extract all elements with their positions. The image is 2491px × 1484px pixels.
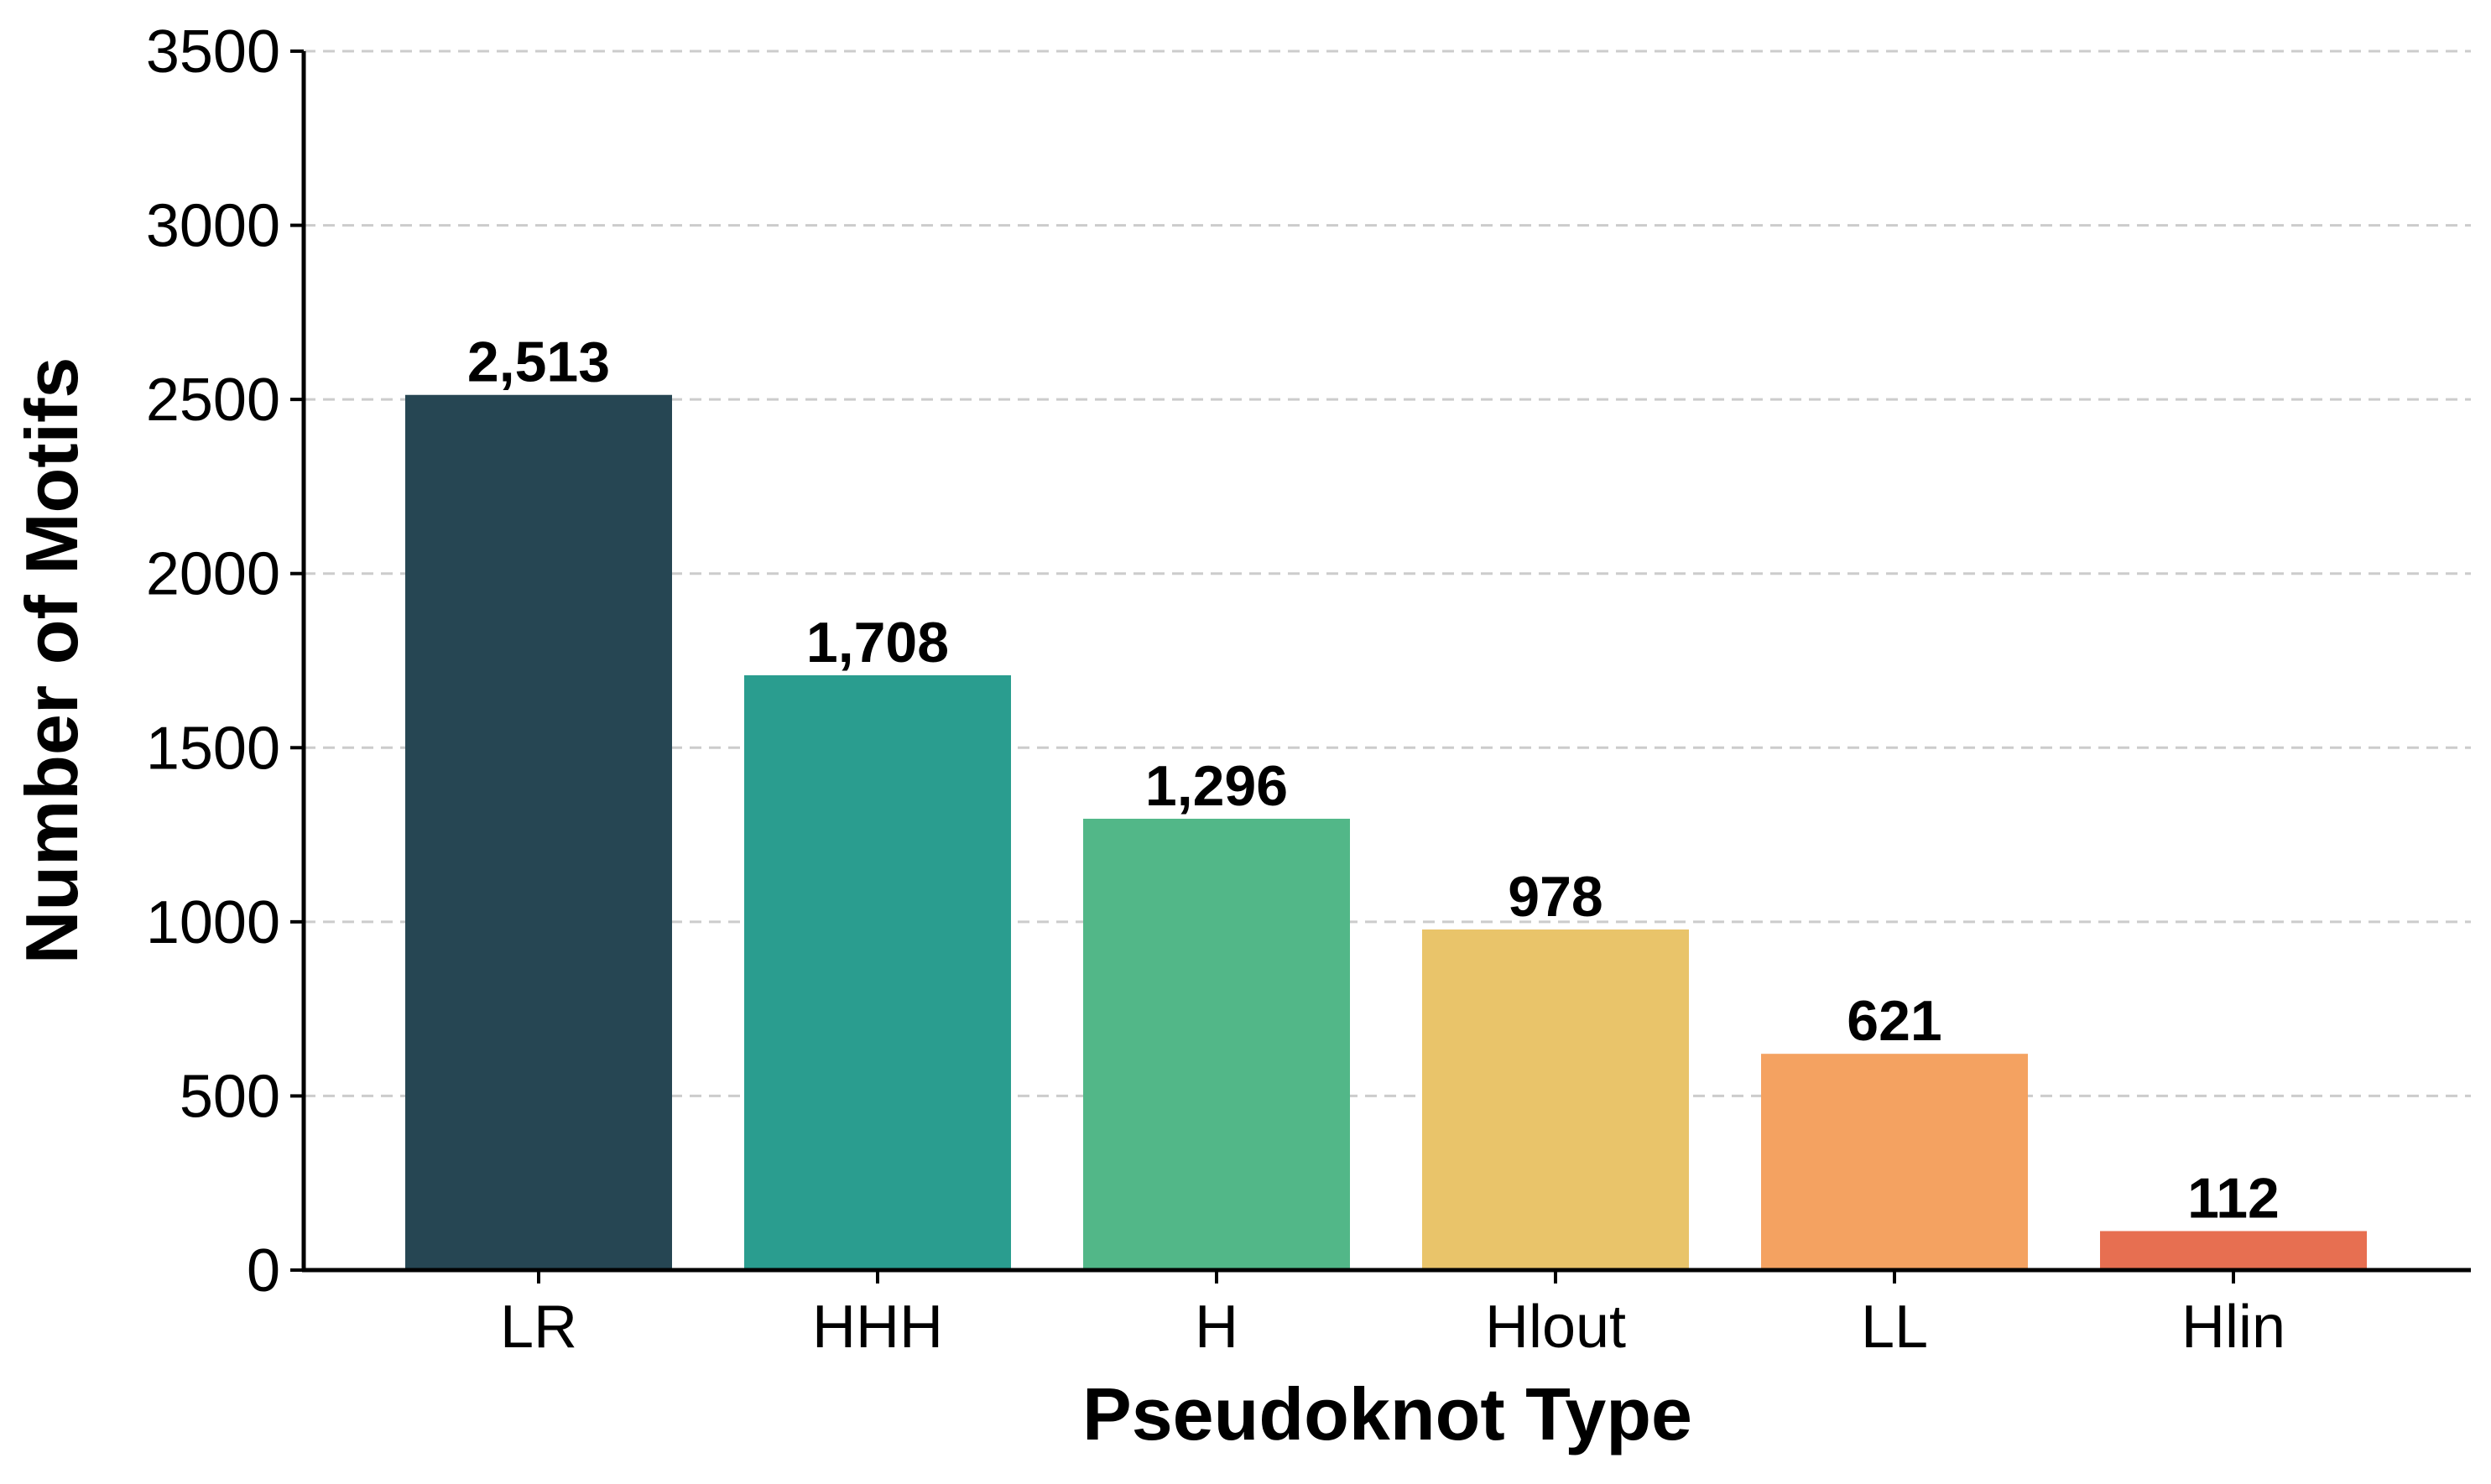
bar-hlout: [1422, 929, 1689, 1270]
x-tick-label: LR: [500, 1294, 577, 1361]
y-tick-label: 1500: [146, 715, 280, 782]
x-tick-label: LL: [1861, 1294, 1928, 1361]
bar-value-label: 2,513: [467, 331, 610, 394]
bar-hhh: [744, 674, 1011, 1270]
bar-value-label: 978: [1508, 865, 1602, 929]
x-tick-label: H: [1195, 1294, 1238, 1361]
y-tick-label: 2000: [146, 541, 280, 608]
y-tick-label: 3000: [146, 193, 280, 260]
bar-value-label: 1,708: [806, 611, 949, 674]
x-axis-title: Pseudoknot Type: [1082, 1372, 1692, 1455]
bar-h: [1083, 818, 1350, 1270]
y-tick-label: 500: [180, 1063, 280, 1130]
bar-lr: [405, 394, 672, 1271]
x-tick-label: HHH: [812, 1294, 943, 1361]
y-axis-ticks: 0 500 1000 1500 2000 2500 3000 3500: [146, 18, 304, 1304]
y-tick-label: 3500: [146, 18, 280, 86]
y-axis-title: Number of Motifs: [10, 357, 93, 965]
bar-value-labels: 2,513 1,708 1,296 978 621 112: [467, 331, 2280, 1231]
axes: [301, 51, 2471, 1273]
bar-hlin: [2100, 1231, 2367, 1270]
y-tick-label: 2500: [146, 367, 280, 434]
y-tick-label: 1000: [146, 889, 280, 956]
gridlines: [304, 49, 2471, 1097]
x-axis-ticks: LR HHH H Hlout LL Hlin: [500, 1270, 2285, 1361]
bar-value-label: 621: [1847, 989, 1941, 1053]
y-tick-label: 0: [247, 1237, 280, 1304]
bar-value-label: 112: [2187, 1167, 2280, 1231]
x-tick-label: Hlin: [2181, 1294, 2285, 1361]
bar-ll: [1761, 1054, 2028, 1270]
bar-value-label: 1,296: [1145, 754, 1288, 818]
x-tick-label: Hlout: [1485, 1294, 1626, 1361]
bars: [405, 394, 2367, 1271]
